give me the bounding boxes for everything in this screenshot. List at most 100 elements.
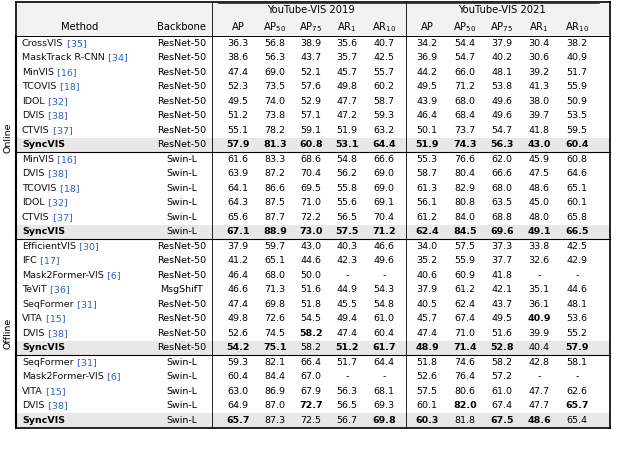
Text: 36.1: 36.1 [529, 300, 550, 309]
Text: 70.4: 70.4 [301, 169, 321, 178]
Text: 58.1: 58.1 [566, 358, 588, 367]
Text: 76.4: 76.4 [454, 372, 476, 381]
Text: 83.3: 83.3 [264, 155, 285, 164]
Text: 69.3: 69.3 [373, 401, 395, 410]
Text: SeqFormer: SeqFormer [22, 358, 74, 367]
Text: 58.2: 58.2 [299, 329, 323, 338]
Text: 54.3: 54.3 [373, 285, 395, 294]
Text: 48.6: 48.6 [529, 184, 550, 193]
Text: 61.0: 61.0 [492, 387, 513, 396]
Text: 69.0: 69.0 [264, 68, 285, 77]
Text: DVIS: DVIS [22, 401, 44, 410]
Text: -: - [346, 372, 349, 381]
Text: Mask2Former-VIS: Mask2Former-VIS [22, 271, 104, 280]
Text: ResNet-50: ResNet-50 [157, 271, 207, 280]
Text: AR$_{10}$: AR$_{10}$ [372, 20, 396, 34]
Bar [16, 94, 610, 108]
Text: 61.7: 61.7 [372, 343, 396, 352]
Bar [16, 50, 610, 65]
Text: Swin-L: Swin-L [166, 416, 198, 425]
Text: Swin-L: Swin-L [166, 227, 198, 236]
Text: AR$_{1}$: AR$_{1}$ [337, 20, 357, 34]
Text: 30.6: 30.6 [529, 53, 550, 62]
Text: 49.4: 49.4 [337, 314, 358, 323]
Text: 40.3: 40.3 [337, 242, 358, 251]
Text: 35.2: 35.2 [417, 256, 438, 265]
Text: 47.7: 47.7 [529, 401, 550, 410]
Text: 71.4: 71.4 [453, 343, 477, 352]
Text: 80.8: 80.8 [454, 198, 476, 207]
Text: 61.0: 61.0 [374, 314, 394, 323]
Text: 51.6: 51.6 [301, 285, 321, 294]
Text: 43.0: 43.0 [300, 242, 321, 251]
Text: 62.0: 62.0 [492, 155, 513, 164]
Bar [16, 108, 610, 123]
Text: 82.1: 82.1 [264, 358, 285, 367]
Text: AP: AP [232, 22, 244, 32]
Text: 65.7: 65.7 [227, 416, 250, 425]
Text: 63.2: 63.2 [373, 126, 395, 135]
Text: AP$_{75}$: AP$_{75}$ [300, 20, 323, 34]
Text: AP$_{75}$: AP$_{75}$ [490, 20, 514, 34]
Text: ResNet-50: ResNet-50 [157, 126, 207, 135]
Text: 84.4: 84.4 [264, 372, 285, 381]
Text: 56.2: 56.2 [337, 169, 358, 178]
Text: 51.7: 51.7 [337, 358, 358, 367]
Text: IDOL: IDOL [22, 198, 45, 207]
Text: 38.0: 38.0 [529, 97, 550, 106]
Text: 64.4: 64.4 [372, 140, 396, 149]
Text: 60.8: 60.8 [299, 140, 323, 149]
Text: 73.8: 73.8 [264, 111, 285, 120]
Text: MinVIS: MinVIS [22, 68, 54, 77]
Text: MsgShifT: MsgShifT [161, 285, 204, 294]
Text: [15]: [15] [44, 387, 66, 396]
Text: 43.0: 43.0 [527, 140, 550, 149]
Text: 71.2: 71.2 [454, 82, 476, 91]
Text: 66.6: 66.6 [374, 155, 394, 164]
Text: 60.2: 60.2 [374, 82, 394, 91]
Text: 53.1: 53.1 [335, 140, 358, 149]
Text: 48.1: 48.1 [492, 68, 513, 77]
Text: 47.4: 47.4 [227, 300, 248, 309]
Text: ResNet-50: ResNet-50 [157, 68, 207, 77]
Text: 57.5: 57.5 [454, 242, 476, 251]
Text: [30]: [30] [77, 242, 99, 251]
Text: 49.6: 49.6 [492, 111, 513, 120]
Bar [16, 297, 610, 312]
Text: TeViT: TeViT [22, 285, 47, 294]
Text: 78.2: 78.2 [264, 126, 285, 135]
Text: 84.0: 84.0 [454, 213, 476, 222]
Text: [38]: [38] [45, 329, 68, 338]
Text: 54.2: 54.2 [227, 343, 250, 352]
Text: 40.6: 40.6 [417, 271, 438, 280]
Text: 49.8: 49.8 [227, 314, 248, 323]
Text: 68.6: 68.6 [301, 155, 321, 164]
Text: AP: AP [420, 22, 433, 32]
Text: 65.1: 65.1 [264, 256, 285, 265]
Text: 80.4: 80.4 [454, 169, 476, 178]
Text: 67.0: 67.0 [301, 372, 321, 381]
Text: 44.2: 44.2 [417, 68, 438, 77]
Text: [31]: [31] [74, 358, 97, 367]
Text: 71.2: 71.2 [372, 227, 396, 236]
Text: 48.6: 48.6 [527, 416, 551, 425]
Text: [37]: [37] [50, 213, 73, 222]
Text: 41.8: 41.8 [492, 271, 513, 280]
Text: 37.9: 37.9 [492, 39, 513, 48]
Text: 40.5: 40.5 [417, 300, 438, 309]
Text: 49.6: 49.6 [374, 256, 394, 265]
Text: [37]: [37] [50, 126, 73, 135]
Text: ResNet-50: ResNet-50 [157, 39, 207, 48]
Text: 53.8: 53.8 [492, 82, 513, 91]
Text: 64.3: 64.3 [227, 198, 248, 207]
Text: 56.3: 56.3 [264, 53, 285, 62]
Text: 42.5: 42.5 [566, 242, 588, 251]
Text: 52.8: 52.8 [490, 343, 514, 352]
Text: 47.4: 47.4 [417, 329, 438, 338]
Text: [16]: [16] [54, 68, 77, 77]
Text: 68.0: 68.0 [264, 271, 285, 280]
Text: 71.3: 71.3 [264, 285, 285, 294]
Text: Swin-L: Swin-L [166, 169, 198, 178]
Text: [31]: [31] [74, 300, 97, 309]
Text: 60.8: 60.8 [566, 155, 588, 164]
